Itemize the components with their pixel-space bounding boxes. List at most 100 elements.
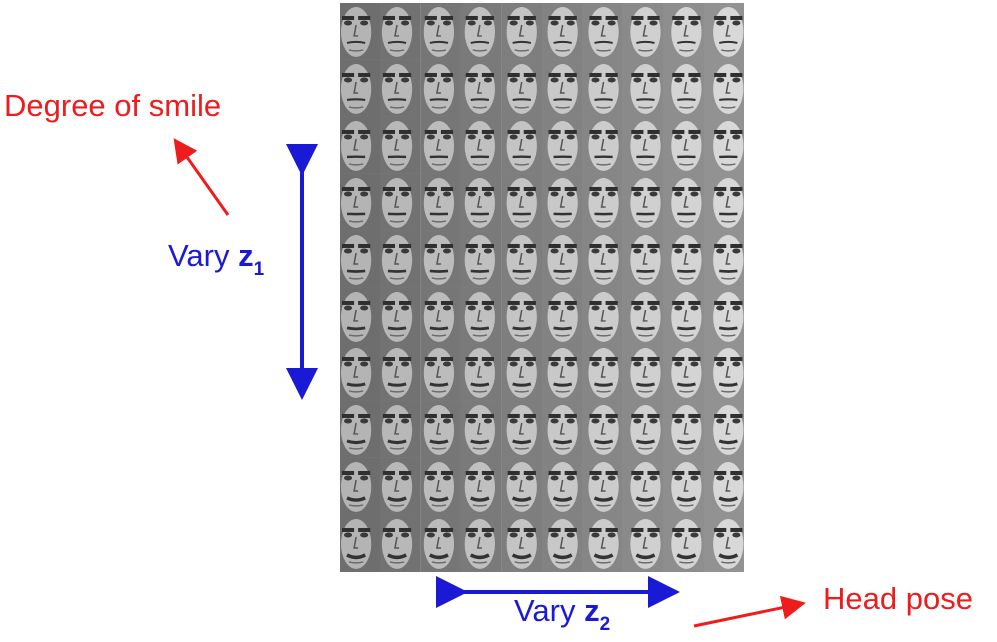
face-thumbnail <box>380 173 421 231</box>
head-pose-label: Head pose <box>823 581 973 616</box>
face-thumbnail <box>420 287 462 345</box>
face-thumbnail <box>542 59 583 117</box>
face-thumbnail <box>461 401 502 459</box>
face-thumbnail <box>622 116 664 174</box>
face-thumbnail <box>542 116 583 174</box>
face-thumbnail <box>582 515 623 572</box>
face-thumbnail <box>542 458 583 516</box>
face-thumbnail <box>663 287 704 345</box>
face-thumbnail <box>663 3 704 60</box>
face-thumbnail <box>461 116 502 174</box>
face-thumbnail <box>703 401 744 459</box>
face-thumbnail <box>622 287 664 345</box>
face-thumbnail <box>340 3 381 60</box>
face-thumbnail <box>501 59 542 117</box>
face-thumbnail <box>703 173 744 231</box>
face-thumbnail <box>622 401 664 459</box>
face-thumbnail <box>501 401 542 459</box>
face-thumbnail <box>542 401 583 459</box>
face-thumbnail <box>622 458 664 516</box>
face-thumbnail <box>501 344 542 402</box>
face-thumbnail <box>542 230 583 288</box>
face-thumbnail <box>703 458 744 516</box>
face-thumbnail <box>501 515 542 572</box>
face-thumbnail <box>622 59 664 117</box>
face-thumbnail <box>461 3 502 60</box>
face-thumbnail <box>380 116 421 174</box>
face-thumbnail <box>501 458 542 516</box>
face-thumbnail <box>582 401 623 459</box>
face-thumbnail <box>420 3 462 60</box>
face-thumbnail <box>380 401 421 459</box>
face-thumbnail <box>501 287 542 345</box>
face-thumbnail <box>461 344 502 402</box>
face-thumbnail <box>340 59 381 117</box>
face-thumbnail <box>461 173 502 231</box>
face-thumbnail <box>380 287 421 345</box>
face-thumbnail <box>461 230 502 288</box>
face-thumbnail <box>380 344 421 402</box>
face-thumbnail <box>340 173 381 231</box>
face-thumbnail <box>663 458 704 516</box>
face-thumbnail <box>542 287 583 345</box>
face-thumbnail <box>582 173 623 231</box>
face-thumbnail <box>703 3 744 60</box>
face-thumbnail <box>703 515 744 572</box>
face-thumbnail <box>501 173 542 231</box>
face-thumbnail <box>663 515 704 572</box>
face-thumbnail <box>380 3 421 60</box>
face-thumbnail <box>340 401 381 459</box>
face-thumbnail <box>380 458 421 516</box>
face-thumbnail <box>420 401 462 459</box>
smile-arrow <box>173 138 230 216</box>
z1-subscript: 1 <box>253 259 265 280</box>
face-thumbnail <box>582 287 623 345</box>
z1-variable: z <box>238 238 254 273</box>
face-thumbnail <box>340 287 381 345</box>
face-thumbnail <box>461 59 502 117</box>
face-thumbnail <box>542 515 583 572</box>
face-thumbnail <box>582 116 623 174</box>
face-thumbnail <box>501 116 542 174</box>
face-thumbnail <box>380 230 421 288</box>
face-thumbnail <box>703 116 744 174</box>
head-pose-arrow <box>693 595 806 628</box>
face-thumbnail <box>703 230 744 288</box>
face-thumbnail <box>663 59 704 117</box>
face-thumbnail <box>582 59 623 117</box>
face-thumbnail <box>622 230 664 288</box>
face-thumbnail <box>420 59 462 117</box>
face-thumbnail <box>420 116 462 174</box>
face-grid <box>340 3 744 572</box>
face-thumbnail <box>340 116 381 174</box>
face-thumbnail <box>461 287 502 345</box>
face-thumbnail <box>703 59 744 117</box>
vary-z1-text: Vary <box>168 238 230 273</box>
face-thumbnail <box>461 458 502 516</box>
face-thumbnail <box>663 116 704 174</box>
face-thumbnail <box>582 230 623 288</box>
face-thumbnail <box>663 230 704 288</box>
face-thumbnail <box>622 3 664 60</box>
face-thumbnail <box>622 173 664 231</box>
face-thumbnail <box>501 3 542 60</box>
face-thumbnail <box>420 230 462 288</box>
face-thumbnail <box>340 458 381 516</box>
face-thumbnail <box>380 515 421 572</box>
face-thumbnail <box>542 173 583 231</box>
face-thumbnail <box>420 173 462 231</box>
face-thumbnail <box>582 3 623 60</box>
face-thumbnail <box>663 401 704 459</box>
face-thumbnail <box>501 230 542 288</box>
face-thumbnail <box>542 344 583 402</box>
face-thumbnail <box>582 344 623 402</box>
face-thumbnail <box>663 344 704 402</box>
face-thumbnail <box>420 458 462 516</box>
face-thumbnail <box>622 515 664 572</box>
face-thumbnail <box>663 173 704 231</box>
degree-of-smile-label: Degree of smile <box>4 88 222 123</box>
face-thumbnail <box>340 230 381 288</box>
vary-z1-label: Vary z1 <box>168 240 264 279</box>
face-thumbnail <box>703 344 744 402</box>
